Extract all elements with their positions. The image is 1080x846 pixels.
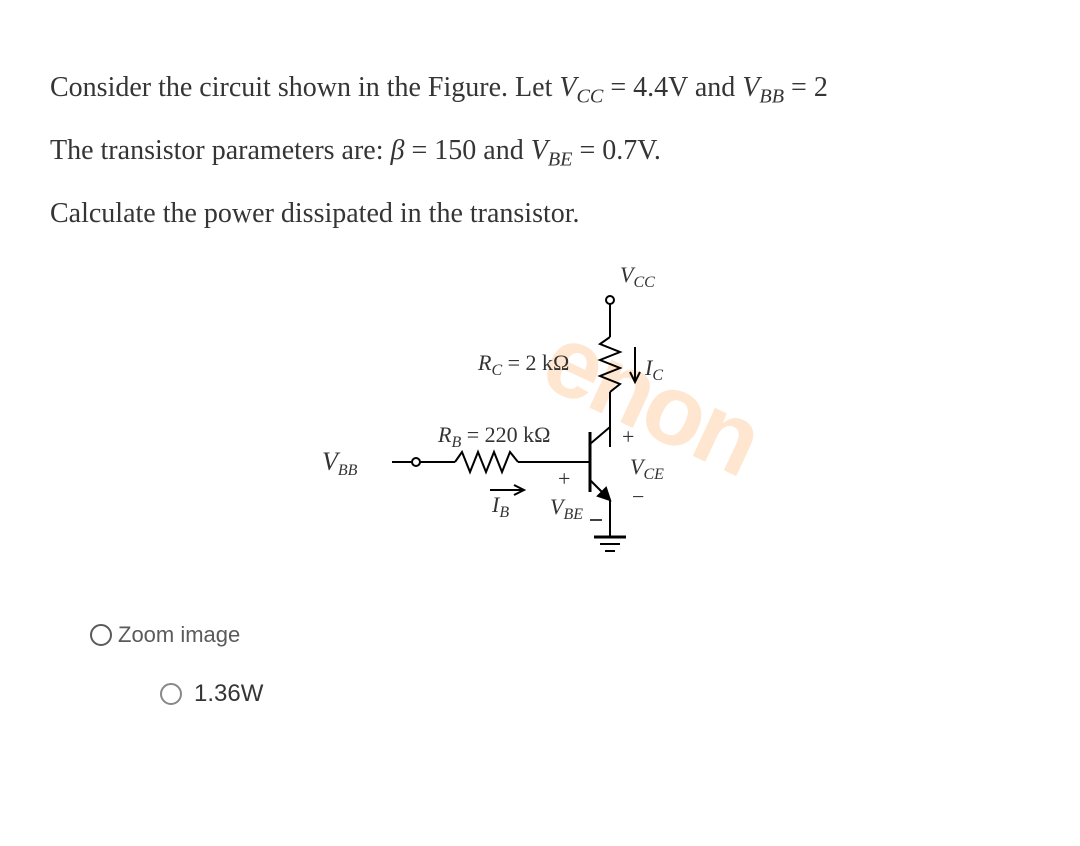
radio-icon[interactable] — [160, 683, 182, 705]
problem-line-3: Calculate the power dissipated in the tr… — [50, 186, 1030, 242]
svg-text:RB = 220 kΩ: RB = 220 kΩ — [437, 422, 551, 451]
rc-sym: R — [477, 350, 492, 375]
svg-text:IC: IC — [644, 355, 663, 384]
eq1: = — [610, 72, 633, 103]
and2: and — [483, 135, 530, 166]
ib-sub: B — [499, 504, 509, 521]
line2-prefix: The transistor parameters are: — [50, 135, 391, 166]
beta-sym: β — [391, 135, 405, 166]
vbb-sub: BB — [759, 86, 784, 108]
vce-plus: + — [622, 424, 634, 449]
circuit-diagram: enon — [260, 252, 820, 592]
rb-sub: B — [451, 434, 461, 451]
svg-text:IB: IB — [491, 492, 509, 521]
vbb-val: 2 — [814, 72, 828, 103]
answer-option-a[interactable]: 1.36W — [160, 680, 1030, 708]
rc-val: = 2 kΩ — [502, 350, 569, 375]
circuit-svg: VCC RC = 2 kΩ IC RB = 220 kΩ VBB IB + VB… — [260, 252, 820, 592]
period: . — [654, 135, 661, 166]
problem-statement: Consider the circuit shown in the Figure… — [50, 60, 1030, 242]
option-a-label: 1.36W — [194, 680, 263, 708]
svg-text:VBB: VBB — [322, 447, 358, 479]
eq2: = — [791, 72, 814, 103]
zoom-image-link[interactable]: Zoom image — [90, 622, 1030, 648]
problem-line-2: The transistor parameters are: β = 150 a… — [50, 123, 1030, 180]
and1: and — [695, 72, 742, 103]
vbe-circuit-sub: BE — [563, 506, 583, 523]
svg-text:VBE: VBE — [550, 494, 583, 523]
vcc-circuit-sub: CC — [633, 274, 655, 291]
ic-sub: C — [652, 367, 663, 384]
vce-minus: − — [632, 484, 644, 509]
vbe-sub: BE — [548, 149, 573, 171]
vcc-sub: CC — [576, 86, 603, 108]
zoom-label: Zoom image — [118, 622, 240, 648]
svg-text:VCE: VCE — [630, 454, 664, 483]
rb-sym: R — [437, 422, 452, 447]
vbb-circuit-sub: BB — [338, 462, 358, 479]
problem-line-1: Consider the circuit shown in the Figure… — [50, 60, 1030, 117]
vce-sub: CE — [643, 466, 664, 483]
rc-sub: C — [491, 362, 502, 379]
eq4: = — [579, 135, 602, 166]
line1-prefix: Consider the circuit shown in the Figure… — [50, 72, 559, 103]
vcc-val: 4.4V — [633, 72, 688, 103]
svg-text:RC = 2 kΩ: RC = 2 kΩ — [477, 350, 569, 379]
vcc-sym: V — [559, 72, 576, 103]
rb-val: = 220 kΩ — [461, 422, 550, 447]
svg-text:VCC: VCC — [620, 262, 655, 291]
eq3: = — [411, 135, 434, 166]
vbb-sym: V — [742, 72, 759, 103]
vbe-sym: V — [531, 135, 548, 166]
beta-val: 150 — [434, 135, 476, 166]
vbe-plus: + — [558, 466, 570, 491]
vbe-val: 0.7V — [602, 135, 654, 166]
